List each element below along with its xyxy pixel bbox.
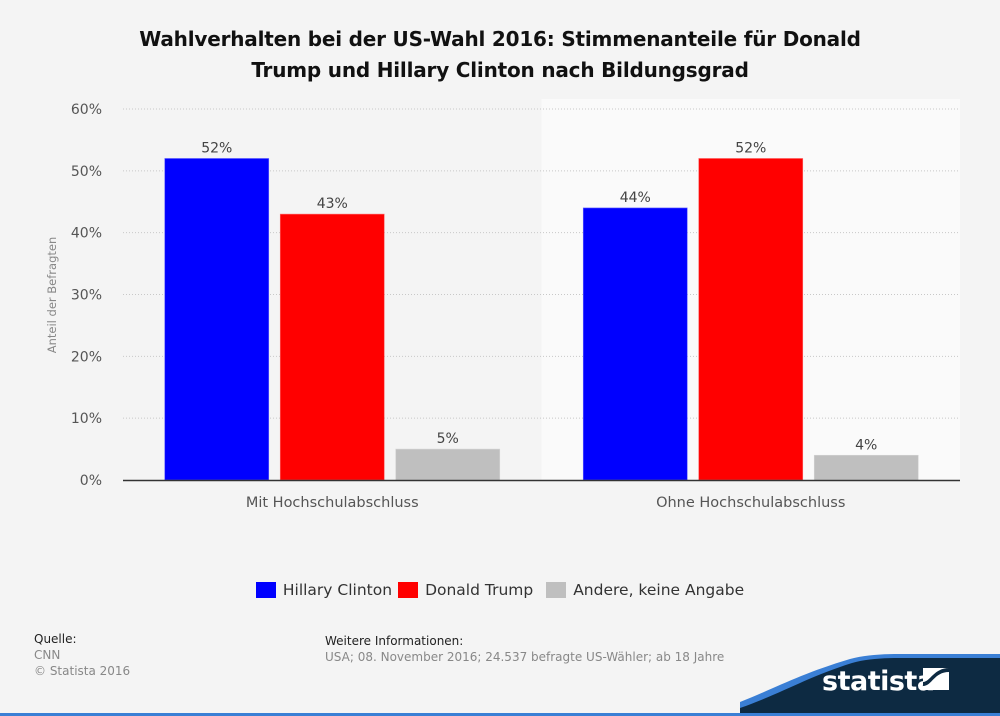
chart-title: Wahlverhalten bei der US-Wahl 2016: Stim… [60, 24, 940, 86]
bar-value-label: 4% [855, 437, 877, 453]
copyright[interactable]: © Statista 2016 [34, 664, 131, 678]
bar-value-label: 52% [735, 140, 766, 156]
x-category-label: Ohne Hochschulabschluss [656, 495, 845, 511]
legend-item-clinton[interactable]: Hillary Clinton [255, 581, 393, 599]
bottom-accent-line [0, 713, 1000, 716]
chart-title-line-1: Wahlverhalten bei der US-Wahl 2016: Stim… [139, 27, 861, 51]
legend-label-other: Andere, keine Angabe [573, 581, 745, 599]
chart-title-line-2: Trump und Hillary Clinton nach Bildungsg… [251, 58, 749, 82]
brand-wordmark: statista [822, 666, 935, 697]
legend-item-trump[interactable]: Donald Trump [398, 581, 533, 599]
legend-label-trump: Donald Trump [425, 581, 534, 599]
brand-mark-icon [923, 668, 949, 690]
y-axis-label: Anteil der Befragten [45, 237, 59, 354]
y-tick-label: 60% [71, 102, 102, 118]
legend-label-clinton: Hillary Clinton [282, 581, 393, 599]
legend-item-other[interactable]: Andere, keine Angabe [546, 581, 744, 599]
bar-andere-keine-angabe[interactable] [813, 454, 919, 481]
source-heading: Quelle: [34, 632, 77, 646]
chart-legend: Hillary Clinton Donald Trump Andere, kei… [0, 581, 1000, 599]
bar-value-label: 44% [620, 190, 651, 206]
bar-andere-keine-angabe[interactable] [395, 448, 501, 481]
info-heading: Weitere Informationen: [325, 634, 464, 648]
info-block: Weitere Informationen: USA; 08. November… [325, 633, 725, 665]
y-tick-label: 50% [71, 164, 102, 180]
bar-chart: 0% 10% 20% 30% 40% 50% 60% Anteil der Befragten… [45, 102, 960, 511]
bar-value-label: 43% [317, 196, 348, 212]
x-category-label: Mit Hochschulabschluss [246, 495, 419, 511]
source-value: CNN [34, 648, 61, 662]
y-tick-label: 20% [71, 349, 102, 365]
legend-swatch-clinton [255, 582, 276, 598]
legend-swatch-other [546, 582, 567, 598]
y-tick-label: 30% [71, 288, 102, 304]
legend-swatch-trump [398, 582, 419, 598]
info-text: USA; 08. November 2016; 24.537 befragte … [325, 650, 725, 664]
y-tick-label: 0% [80, 473, 102, 489]
bar-hillary-clinton[interactable] [582, 207, 688, 481]
y-tick-label: 40% [71, 226, 102, 242]
bar-hillary-clinton[interactable] [164, 158, 270, 481]
y-tick-label: 10% [71, 411, 102, 427]
bar-donald-trump[interactable] [279, 213, 385, 481]
bar-value-label: 52% [201, 140, 232, 156]
source-block: Quelle: CNN © Statista 2016 [34, 631, 130, 679]
bar-value-label: 5% [437, 431, 459, 447]
statista-logo[interactable]: statista [740, 626, 1000, 716]
bar-donald-trump[interactable] [698, 158, 804, 481]
